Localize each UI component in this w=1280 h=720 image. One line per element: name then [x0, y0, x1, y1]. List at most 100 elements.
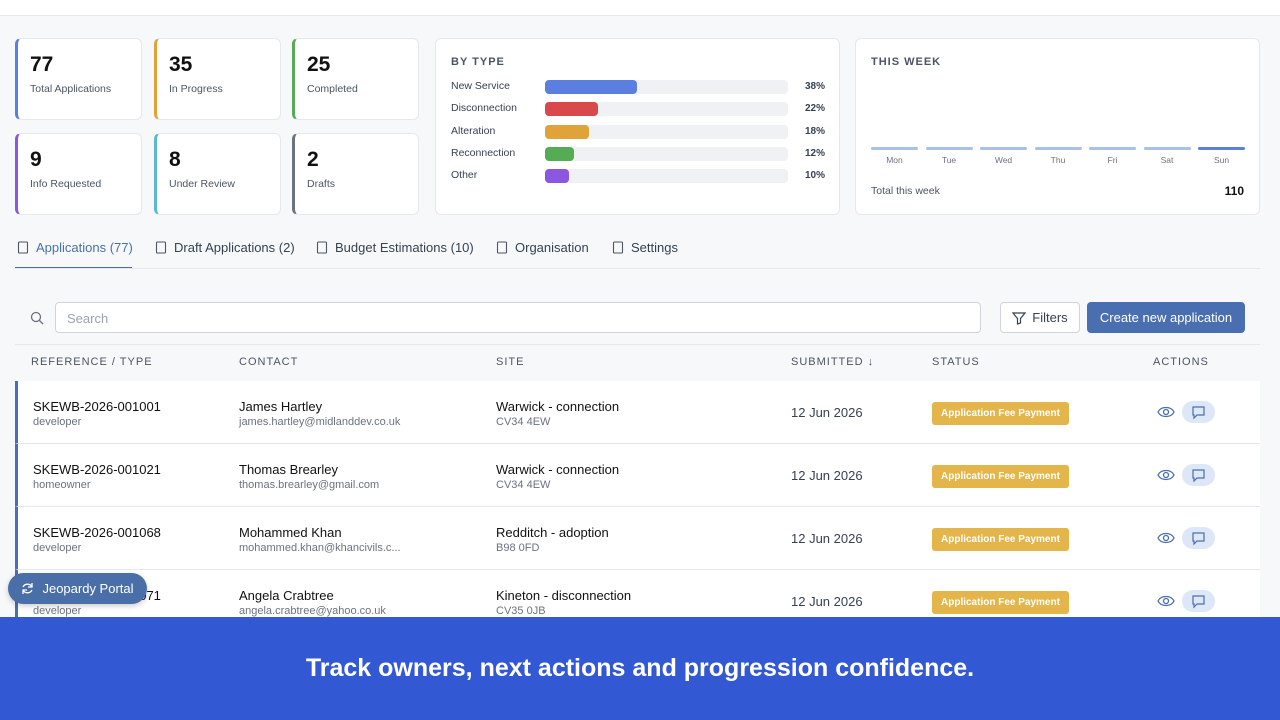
- bar: [545, 80, 638, 94]
- day-label: Fri: [1107, 155, 1118, 165]
- bar-track: [545, 124, 788, 139]
- view-button[interactable]: [1157, 405, 1175, 419]
- submitted: 12 Jun 2026: [791, 594, 863, 609]
- submitted: 12 Jun 2026: [791, 531, 863, 546]
- stat-label: Total Applications: [30, 83, 112, 95]
- tab[interactable]: Applications (77): [17, 240, 133, 255]
- filters-button[interactable]: Filters: [1000, 302, 1080, 333]
- contact-email: mohammed.khan@khancivils.c...: [239, 542, 401, 554]
- bar: [545, 169, 570, 184]
- tab[interactable]: Draft Applications (2): [155, 240, 295, 255]
- type-percent: 10%: [805, 170, 826, 182]
- column-header: ACTIONS: [1153, 356, 1209, 368]
- comment-button[interactable]: [1182, 527, 1215, 549]
- icon: [1157, 532, 1175, 544]
- submitted: 12 Jun 2026: [791, 405, 863, 420]
- tab-label: Draft Applications (2): [174, 240, 295, 255]
- status-badge: Application Fee Payment: [932, 528, 1069, 551]
- icon: [1192, 532, 1205, 546]
- stat-label: In Progress: [169, 83, 223, 95]
- icon: [1192, 595, 1205, 609]
- type-name: Other: [451, 169, 478, 182]
- stat-card: 9 Info Requested: [15, 133, 142, 215]
- tab[interactable]: Budget Estimations (10): [316, 240, 474, 255]
- postcode: CV35 0JB: [496, 605, 546, 617]
- card-title: BY TYPE: [451, 56, 505, 68]
- day-label: Mon: [886, 155, 903, 165]
- postcode: B98 0FD: [496, 542, 540, 554]
- day-bar: [925, 147, 973, 150]
- stat-value: 25: [307, 53, 331, 76]
- contact-name: Mohammed Khan: [239, 525, 342, 540]
- tab-icon: [316, 241, 328, 254]
- day-label: Wed: [994, 155, 1013, 165]
- comment-button[interactable]: [1182, 401, 1215, 423]
- tab[interactable]: Settings: [612, 240, 678, 255]
- view-button[interactable]: [1157, 594, 1175, 608]
- tab-icon: [612, 241, 624, 254]
- jeopardy-button[interactable]: Jeopardy Portal: [8, 573, 147, 604]
- column-header: STATUS: [932, 356, 980, 368]
- type-name: Disconnection: [451, 102, 517, 115]
- search-placeholder: Search: [67, 311, 109, 326]
- stat-card: 2 Drafts: [292, 133, 419, 215]
- jeopardy-label: Jeopardy Portal: [42, 581, 134, 596]
- top-bar: [0, 0, 1280, 16]
- icon: [1157, 469, 1175, 481]
- type: developer: [33, 542, 82, 554]
- bar-track: [545, 169, 788, 184]
- icon: [1157, 406, 1175, 418]
- comment-button[interactable]: [1182, 590, 1215, 612]
- tab[interactable]: Organisation: [496, 240, 589, 255]
- view-button[interactable]: [1157, 468, 1175, 482]
- contact-name: Thomas Brearley: [239, 462, 338, 477]
- reference: SKEWB-2026-001021: [33, 462, 161, 477]
- tab-icon: [496, 241, 508, 254]
- submitted: 12 Jun 2026: [791, 468, 863, 483]
- stat-value: 8: [169, 148, 181, 171]
- icon: [1192, 469, 1205, 483]
- card-title: THIS WEEK: [871, 56, 942, 68]
- tab-label: Applications (77): [36, 240, 133, 255]
- type-name: Alteration: [451, 124, 496, 137]
- postcode: CV34 4EW: [496, 416, 551, 428]
- stat-value: 2: [307, 148, 319, 171]
- stat-label: Completed: [307, 83, 358, 95]
- stat-label: Info Requested: [30, 178, 102, 190]
- row[interactable]: [15, 381, 1260, 444]
- column-header: SITE: [496, 356, 525, 368]
- bar: [545, 146, 575, 161]
- search-input[interactable]: Search: [55, 302, 981, 333]
- status-badge: Application Fee Payment: [932, 465, 1069, 488]
- site: Kineton - disconnection: [496, 588, 632, 603]
- day-bar: [980, 147, 1027, 150]
- day-bar: [1198, 147, 1245, 150]
- by-type-card: BY TYPE New Service 38% Disconnection 22% Al…: [435, 38, 840, 215]
- type: homeowner: [33, 479, 91, 491]
- row[interactable]: [15, 507, 1260, 570]
- reference: SKEWB-2026-001068: [33, 525, 161, 540]
- icon: [1157, 595, 1175, 607]
- stat-card: 8 Under Review: [154, 133, 281, 215]
- column-header: CONTACT: [239, 356, 299, 368]
- create-button[interactable]: Create new application: [1087, 302, 1245, 333]
- create-label: Create new application: [1099, 310, 1233, 325]
- contact-name: James Hartley: [239, 399, 323, 414]
- day-label: Sat: [1160, 155, 1174, 165]
- type-name: Reconnection: [451, 146, 516, 159]
- bar-track: [545, 102, 788, 117]
- banner-text: Track owners, next actions and progressi…: [305, 654, 975, 682]
- stat-value: 35: [169, 53, 193, 76]
- bar: [545, 102, 599, 117]
- total-label: Total this week: [871, 185, 940, 197]
- site: Redditch - adoption: [496, 525, 609, 540]
- bar-track: [545, 146, 788, 161]
- comment-button[interactable]: [1182, 464, 1215, 486]
- divider: [15, 268, 1260, 269]
- day-label: Sun: [1213, 155, 1230, 165]
- tab-icon: [155, 241, 167, 254]
- stat-card: 35 In Progress: [154, 38, 281, 120]
- row[interactable]: [15, 444, 1260, 507]
- view-button[interactable]: [1157, 531, 1175, 545]
